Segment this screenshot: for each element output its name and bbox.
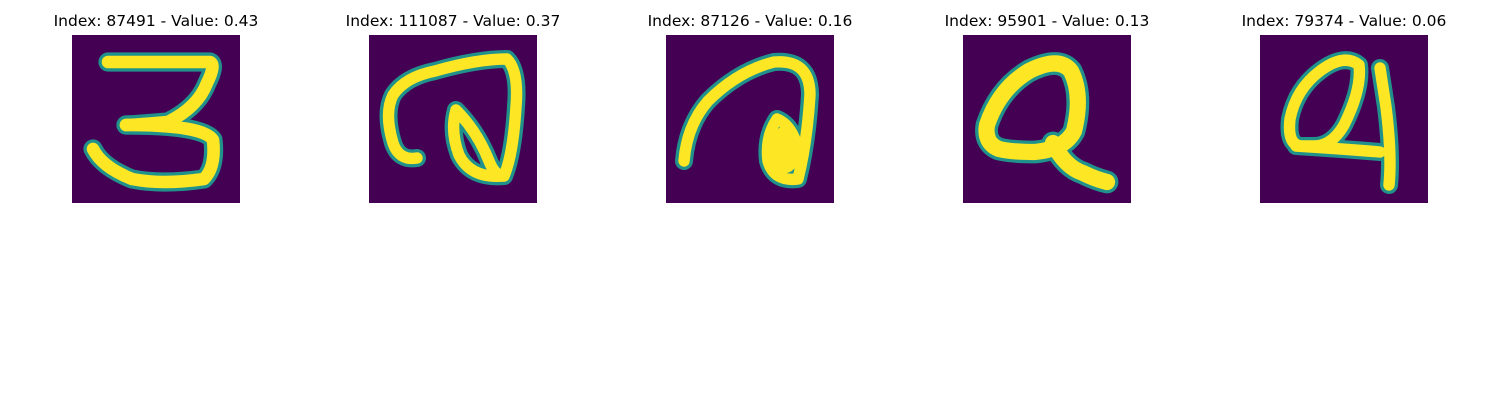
panel-title: Index: 95901 - Value: 0.13 — [944, 12, 1150, 30]
panel-4: Index: 95901 - Value: 0.13 — [897, 0, 1197, 210]
panel-title: Index: 79374 - Value: 0.06 — [1241, 12, 1447, 30]
digit-image — [1260, 35, 1428, 203]
glyph-loop — [379, 50, 526, 186]
panel-3: Index: 87126 - Value: 0.16 — [600, 0, 900, 210]
digit-image — [369, 35, 537, 203]
glyph-a — [675, 52, 819, 189]
glyph-3 — [83, 52, 224, 192]
glyph-a-alt — [1280, 51, 1399, 194]
panel-2: Index: 111087 - Value: 0.37 — [303, 0, 603, 210]
digit-image — [72, 35, 240, 203]
panel-title: Index: 111087 - Value: 0.37 — [345, 12, 561, 30]
panel-1: Index: 87491 - Value: 0.43 — [6, 0, 306, 210]
panel-title: Index: 87126 - Value: 0.16 — [647, 12, 853, 30]
panel-5: Index: 79374 - Value: 0.06 — [1194, 0, 1494, 210]
glyph-q — [975, 52, 1119, 194]
digit-image — [963, 35, 1131, 203]
digit-image — [666, 35, 834, 203]
panel-title: Index: 87491 - Value: 0.43 — [53, 12, 259, 30]
